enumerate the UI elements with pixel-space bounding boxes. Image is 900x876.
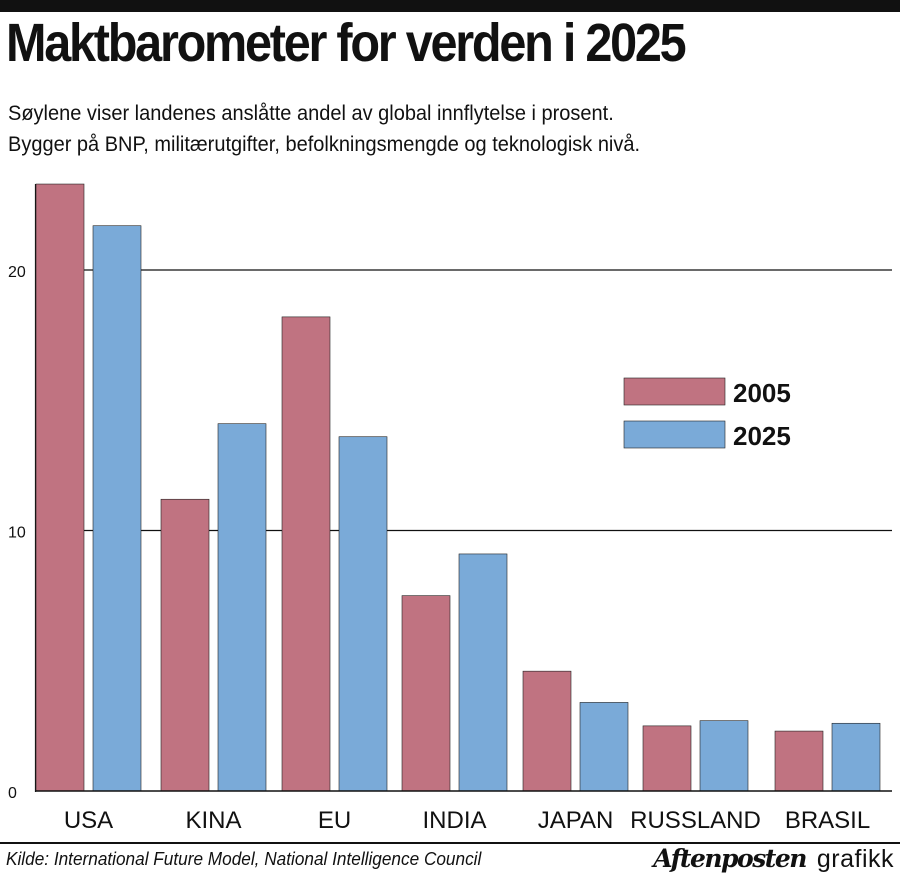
- category-label: USA: [64, 807, 113, 834]
- category-label: EU: [318, 807, 351, 834]
- category-label: BRASIL: [785, 807, 870, 834]
- bar-2005-kina: [160, 498, 210, 792]
- publisher-brand: Aftenposten grafikk: [653, 846, 894, 872]
- publisher-logo: Aftenposten: [653, 844, 807, 873]
- category-label: RUSSLAND: [630, 807, 761, 834]
- bar-2005-russland: [642, 725, 692, 792]
- category-label: INDIA: [422, 807, 486, 834]
- bar-2005-usa: [35, 183, 85, 792]
- y-tick-label: 10: [8, 525, 26, 542]
- publisher-tag: grafikk: [816, 845, 894, 873]
- subtitle-line-1: Søylene viser landenes anslåtte andel av…: [8, 101, 614, 125]
- legend-label-2005: 2005: [733, 378, 791, 408]
- top-rule: [0, 0, 900, 12]
- bar-2005-eu: [281, 316, 331, 792]
- bar-2005-japan: [522, 670, 572, 792]
- bar-2005-brasil: [774, 730, 824, 792]
- bar-2025-russland: [699, 720, 749, 792]
- bar-2025-eu: [338, 436, 388, 792]
- chart-title: Maktbarometer for verden i 2025: [6, 13, 687, 73]
- bar-2025-usa: [92, 225, 142, 792]
- subtitle-line-2: Bygger på BNP, militærutgifter, befolkni…: [8, 132, 641, 156]
- chart-subtitle: Søylene viser landenes anslåtte andel av…: [8, 98, 640, 160]
- bar-2005-india: [401, 595, 451, 792]
- bar-2025-kina: [217, 423, 267, 792]
- legend-swatch-2025: [623, 420, 726, 449]
- y-tick-label: 20: [8, 264, 26, 281]
- source-note: Kilde: International Future Model, Natio…: [6, 848, 482, 869]
- footer-rule: [0, 842, 900, 844]
- legend-swatch-2005: [623, 377, 726, 406]
- legend-label-2025: 2025: [733, 421, 791, 451]
- category-label: KINA: [185, 807, 241, 834]
- bar-2025-india: [458, 553, 508, 792]
- bar-2025-brasil: [831, 722, 881, 792]
- category-label: JAPAN: [538, 807, 614, 834]
- y-tick-label: 0: [8, 785, 17, 802]
- bar-2025-japan: [579, 702, 629, 792]
